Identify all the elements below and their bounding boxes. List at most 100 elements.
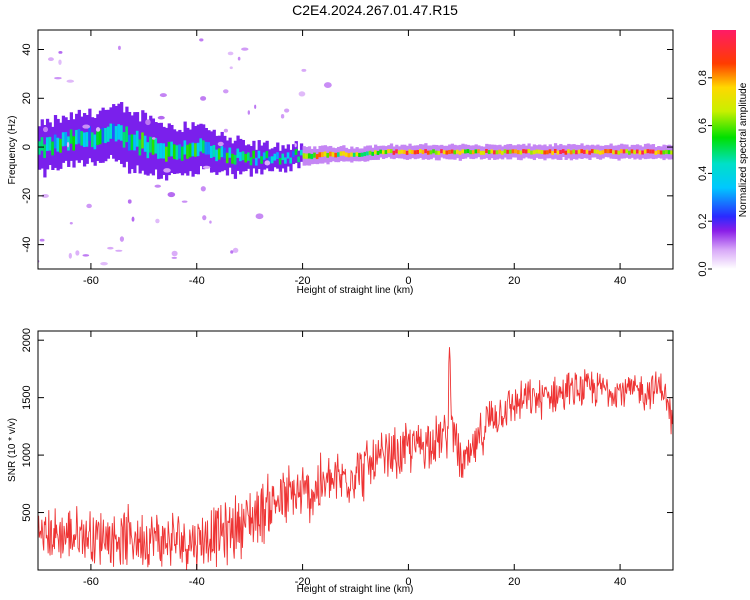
- heatmap-cell: [61, 132, 66, 147]
- heatmap-cell: [313, 152, 317, 158]
- heatmap-cell: [389, 149, 394, 154]
- heatmap-cell: [379, 149, 383, 154]
- heatmap-cell: [310, 153, 314, 160]
- heatmap-cell: [495, 150, 499, 155]
- heatmap-speckle: [58, 50, 63, 54]
- heatmap-cell: [508, 149, 513, 154]
- heatmap-speckle: [227, 51, 234, 56]
- heatmap-speckle: [75, 250, 80, 256]
- heatmap-cell: [405, 150, 410, 155]
- heatmap-cell: [400, 149, 404, 154]
- heatmap-cell: [175, 145, 179, 160]
- top-plot-frame: [37, 29, 674, 270]
- x-tick-label: -40: [189, 275, 205, 287]
- heatmap-cell: [506, 149, 510, 154]
- heatmap-speckle: [66, 79, 75, 83]
- heatmap-speckle: [202, 165, 211, 169]
- heatmap-speckle: [131, 216, 135, 222]
- heatmap-cell: [588, 150, 592, 155]
- bottom-x-axis-label: Height of straight line (km): [297, 584, 414, 595]
- heatmap-speckle: [232, 247, 239, 253]
- x-tick-label: 0: [405, 275, 411, 287]
- heatmap-cell: [635, 149, 640, 154]
- heatmap-cell: [151, 139, 156, 155]
- colorbar-label: Normalized spectral amplitude: [738, 82, 749, 217]
- bottom-y-axis-label: SNR (10 * v/v): [7, 418, 18, 482]
- heatmap-cell: [106, 126, 111, 142]
- heatmap-speckle: [301, 68, 307, 72]
- y-tick-label: 20: [21, 92, 33, 104]
- heatmap-cell: [239, 152, 243, 162]
- heatmap-speckle: [86, 203, 92, 209]
- heatmap-speckle: [151, 137, 156, 140]
- heatmap-cell: [411, 149, 415, 154]
- heatmap-cell: [479, 150, 484, 155]
- heatmap-cell: [551, 150, 555, 155]
- heatmap-cell: [395, 149, 399, 154]
- heatmap-cell: [120, 125, 124, 141]
- heatmap-cell: [516, 150, 521, 155]
- colorbar: [712, 30, 736, 269]
- heatmap-cell: [360, 152, 365, 157]
- heatmap-cell: [40, 137, 44, 151]
- heatmap-cell: [469, 150, 473, 155]
- heatmap-cell: [657, 149, 661, 154]
- heatmap-cell: [559, 149, 563, 154]
- heatmap-cell: [104, 128, 108, 144]
- heatmap-cell: [323, 151, 327, 157]
- x-tick-label: -20: [295, 275, 311, 287]
- heatmap-cell: [167, 141, 171, 157]
- heatmap-cell: [437, 150, 441, 155]
- heatmap-speckle: [294, 143, 297, 148]
- colorbar-tick-label: 0.0: [697, 261, 709, 276]
- heatmap-cell: [247, 152, 251, 161]
- heatmap-speckle: [41, 193, 49, 198]
- snr-line-area: [38, 347, 673, 570]
- heatmap-cell: [318, 152, 322, 158]
- heatmap-cell: [217, 148, 222, 160]
- heatmap-cell: [69, 129, 73, 144]
- heatmap-cell: [292, 151, 296, 158]
- heatmap-cell: [546, 150, 550, 155]
- heatmap-cell: [77, 129, 81, 144]
- heatmap-cell: [445, 150, 449, 155]
- heatmap-cell: [384, 150, 388, 155]
- heatmap-cell: [347, 153, 351, 158]
- heatmap-speckle: [202, 215, 207, 221]
- heatmap-cell: [241, 151, 245, 161]
- heatmap-cell: [556, 150, 560, 155]
- heatmap-cell: [490, 149, 494, 154]
- heatmap-cell: [429, 150, 433, 155]
- heatmap-speckle: [82, 254, 90, 257]
- heatmap-cell: [231, 153, 235, 164]
- heatmap-cell: [43, 144, 47, 159]
- heatmap-cell: [286, 152, 290, 159]
- y-tick-label: -40: [21, 237, 33, 253]
- heatmap-speckle: [255, 213, 264, 220]
- heatmap-cell: [194, 143, 198, 157]
- heatmap-cell: [88, 126, 92, 141]
- heatmap-cell: [122, 132, 126, 148]
- heatmap-cell: [620, 149, 624, 154]
- heatmap-cell: [143, 135, 148, 152]
- heatmap-cell: [612, 150, 616, 155]
- heatmap-cell: [276, 152, 280, 159]
- heatmap-speckle: [229, 66, 233, 70]
- heatmap-speckle: [100, 262, 108, 266]
- heatmap-cell: [665, 149, 669, 154]
- heatmap-speckle: [199, 38, 204, 42]
- heatmap-cell: [165, 146, 169, 162]
- heatmap-cell: [442, 150, 447, 155]
- heatmap-speckle: [54, 76, 62, 80]
- y-tick-label: 40: [21, 43, 33, 55]
- heatmap-cell: [421, 150, 425, 155]
- heatmap-cell: [628, 150, 632, 155]
- heatmap-cell: [154, 137, 158, 154]
- heatmap-cell: [202, 140, 206, 154]
- heatmap-cell: [51, 141, 55, 156]
- heatmap-speckle: [145, 119, 151, 126]
- heatmap-cell: [598, 150, 603, 155]
- heatmap-cell: [548, 149, 552, 154]
- heatmap-cell: [397, 150, 402, 155]
- heatmap-cell: [485, 149, 489, 154]
